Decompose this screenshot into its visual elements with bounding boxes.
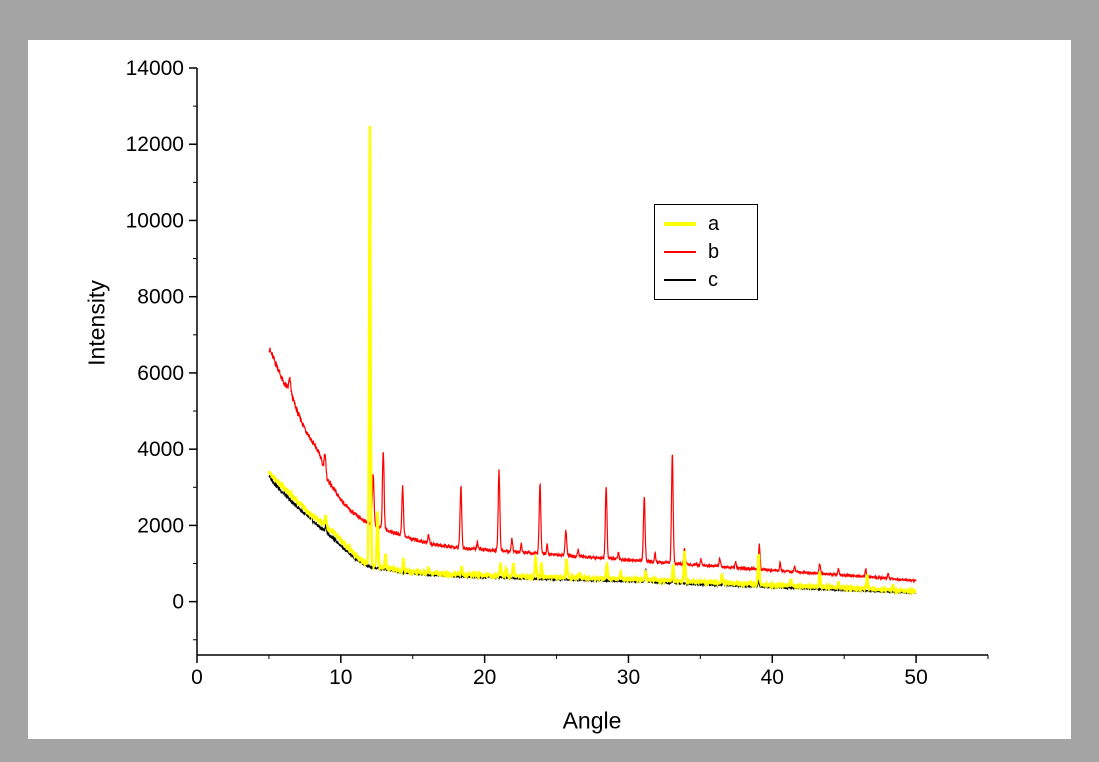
y-tick-label: 2000 xyxy=(137,514,184,537)
graph-page xyxy=(28,40,1071,739)
legend-row: b xyxy=(655,238,757,266)
x-tick-label: 10 xyxy=(329,666,352,689)
legend-row: a xyxy=(655,210,757,238)
x-axis-title: Angle xyxy=(562,707,622,734)
series-b-line xyxy=(268,347,917,584)
legend-label: b xyxy=(708,241,720,263)
legend-color-sample xyxy=(664,251,696,253)
legend-label: a xyxy=(708,213,720,235)
x-tick-label: 20 xyxy=(473,666,496,689)
x-tick-label: 0 xyxy=(191,666,203,689)
x-tick-label: 30 xyxy=(617,666,640,689)
y-tick-label: 12000 xyxy=(126,133,184,156)
legend-color-sample xyxy=(664,222,696,226)
legend-row: c xyxy=(655,266,757,294)
x-tick-label: 50 xyxy=(904,666,927,689)
y-tick-label: 10000 xyxy=(126,209,184,232)
y-tick-label: 4000 xyxy=(137,438,184,461)
legend-color-sample xyxy=(664,279,696,281)
legend-label: c xyxy=(708,269,718,291)
x-tick-label: 40 xyxy=(761,666,784,689)
y-tick-label: 6000 xyxy=(137,362,184,385)
y-axis-title: Intensity xyxy=(83,280,110,366)
y-tick-label: 8000 xyxy=(137,286,184,309)
y-tick-label: 14000 xyxy=(126,57,184,80)
series-a-line xyxy=(267,125,917,596)
y-tick-label: 0 xyxy=(172,591,184,614)
